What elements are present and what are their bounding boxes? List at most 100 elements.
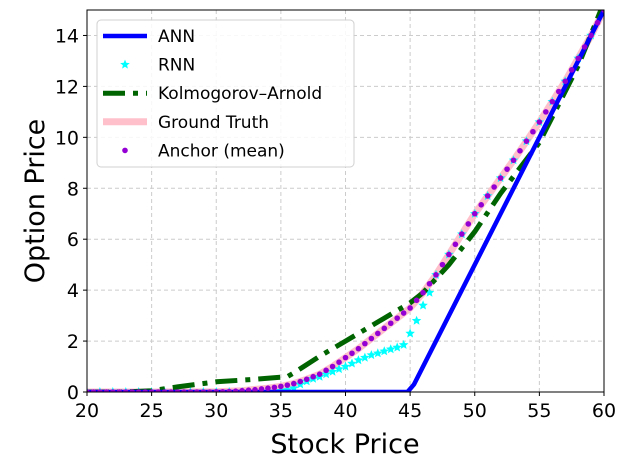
anchor-point <box>245 387 252 392</box>
anchor-point <box>543 109 549 115</box>
anchor-point <box>258 386 265 392</box>
rnn-point <box>321 369 331 379</box>
anchor-point <box>329 363 336 370</box>
anchor-point <box>135 389 142 392</box>
anchor-point <box>90 389 97 392</box>
anchor-point <box>562 78 569 85</box>
y-tick-label: 10 <box>55 127 79 149</box>
anchor-point <box>381 325 388 332</box>
anchor-point <box>181 389 187 392</box>
x-tick-label: 35 <box>269 400 293 422</box>
anchor-point <box>297 378 304 385</box>
anchor-point <box>368 335 375 342</box>
anchor-point <box>122 389 129 392</box>
legend-item: Kolmogorov–Arnold <box>103 84 322 104</box>
series-anchor-mean- <box>87 10 604 392</box>
anchor-point <box>116 389 123 392</box>
anchor-point <box>517 148 523 154</box>
y-tick-label: 0 <box>67 382 79 404</box>
anchor-point <box>459 231 465 237</box>
y-axis-label: Option Price <box>20 119 51 284</box>
rnn-point <box>353 355 364 365</box>
x-tick-label: 20 <box>75 400 99 422</box>
anchor-point <box>491 184 497 190</box>
legend-swatch <box>120 59 130 69</box>
y-tick-label: 6 <box>67 229 79 251</box>
anchor-point <box>174 389 181 392</box>
x-tick-label: 60 <box>592 400 616 422</box>
anchor-point <box>478 202 485 208</box>
anchor-point <box>284 382 291 388</box>
anchor-point <box>291 380 297 387</box>
legend-label: RNN <box>158 56 195 76</box>
ann-line <box>87 10 604 392</box>
anchor-point <box>484 193 491 199</box>
anchor-point <box>530 128 536 135</box>
anchor-point <box>226 388 232 392</box>
legend-label: Kolmogorov–Arnold <box>158 84 322 104</box>
anchor-point <box>375 330 381 337</box>
anchor-point <box>323 367 329 374</box>
x-tick-label: 50 <box>463 400 487 422</box>
y-tick-label: 8 <box>67 178 79 200</box>
anchor-point <box>110 389 116 392</box>
anchor-point <box>278 383 284 390</box>
anchor-point <box>303 376 310 383</box>
legend-swatch <box>122 147 128 154</box>
anchor-point <box>232 388 239 392</box>
anchor-point <box>581 44 588 50</box>
anchor-point <box>471 210 478 217</box>
x-tick-label: 55 <box>527 400 551 422</box>
anchor-point <box>271 384 278 391</box>
rnn-point <box>334 364 344 374</box>
anchor-point <box>555 88 562 95</box>
rnn-point <box>398 339 409 349</box>
legend-item: ANN <box>103 27 195 47</box>
anchor-point <box>452 241 459 248</box>
anchor-point <box>465 221 472 227</box>
x-tick-label: 40 <box>333 400 357 422</box>
anchor-point <box>168 389 174 392</box>
anchor-point <box>200 389 207 392</box>
anchor-point <box>355 345 362 352</box>
anchor-point <box>349 350 355 357</box>
anchor-point <box>187 389 194 392</box>
y-tick-label: 2 <box>67 331 79 353</box>
kan-line <box>87 10 604 392</box>
rnn-point <box>366 350 377 360</box>
rnn-point <box>347 358 357 368</box>
anchor-point <box>148 389 155 392</box>
anchor-point <box>142 389 148 392</box>
rnn-point <box>392 342 402 352</box>
legend-box <box>96 19 355 168</box>
rnn-point <box>327 366 338 376</box>
x-tick-label: 25 <box>140 400 164 422</box>
series-ann <box>87 10 604 392</box>
anchor-point <box>129 389 136 392</box>
anchor-point <box>336 359 342 366</box>
rnn-point <box>360 352 370 362</box>
legend-item: RNN <box>120 56 195 76</box>
anchor-point <box>213 388 220 392</box>
anchor-point <box>420 289 426 296</box>
rnn-point <box>424 287 435 297</box>
legend-label: Ground Truth <box>158 113 269 133</box>
anchor-point <box>446 251 452 258</box>
ticks: 20 25 30 35 40 45 50 55 60 0 2 4 6 8 10 12 14 <box>55 25 616 422</box>
anchor-point <box>206 389 213 392</box>
rnn-point <box>411 315 422 325</box>
anchor-point <box>497 175 504 181</box>
y-tick-label: 4 <box>67 280 79 302</box>
legend-item: Ground Truth <box>103 113 269 133</box>
rnn-point <box>386 344 396 354</box>
anchor-point <box>575 55 581 62</box>
anchor-point <box>549 98 556 105</box>
legend-label: Anchor (mean) <box>158 141 285 161</box>
x-tick-label: 30 <box>204 400 228 422</box>
anchor-point <box>536 119 543 125</box>
anchor-point <box>342 354 349 361</box>
anchor-point <box>601 10 604 13</box>
anchor-point <box>439 261 446 268</box>
